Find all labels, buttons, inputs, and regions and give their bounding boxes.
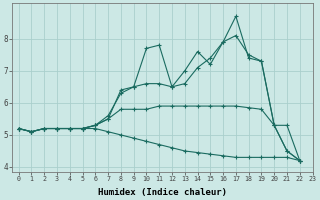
X-axis label: Humidex (Indice chaleur): Humidex (Indice chaleur) <box>98 188 227 197</box>
